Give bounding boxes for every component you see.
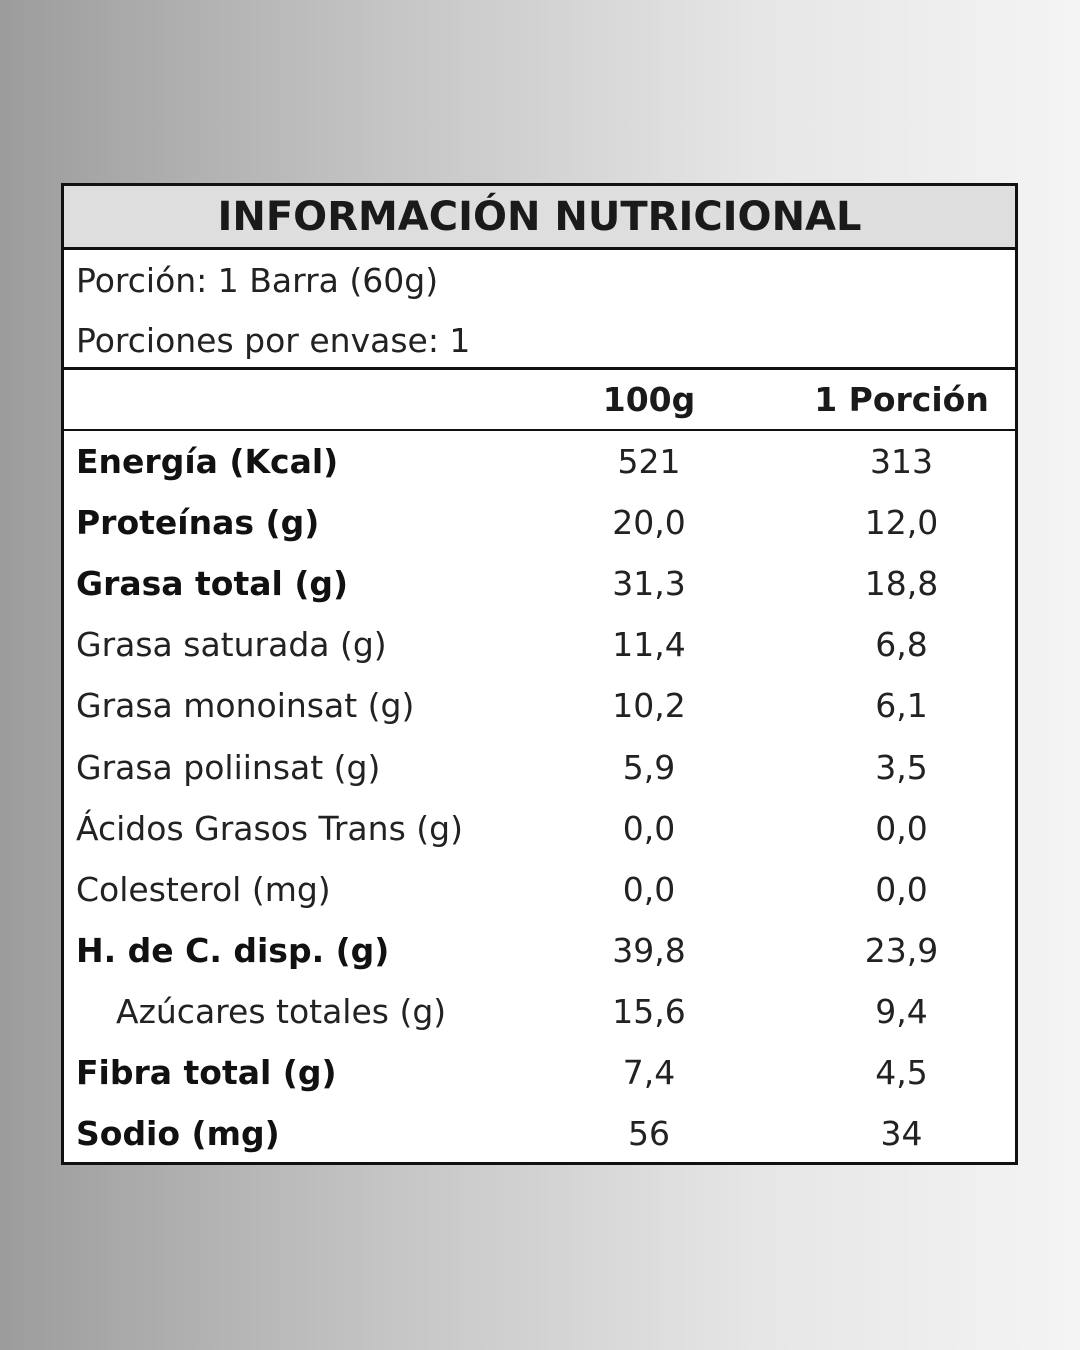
nutrient-row: Grasa monoinsat (g) 10,2 6,1	[64, 675, 1015, 736]
nutrient-row: H. de C. disp. (g) 39,8 23,9	[64, 920, 1015, 981]
nutrient-name: Energía (Kcal)	[76, 442, 339, 482]
nutrient-value-portion: 23,9	[864, 930, 939, 970]
nutrient-row: Proteínas (g) 20,0 12,0	[64, 492, 1015, 553]
nutrient-name: Sodio (mg)	[76, 1114, 280, 1154]
nutrient-row: Fibra total (g) 7,4 4,5	[64, 1042, 1015, 1103]
nutrient-value-100g: 5,9	[622, 747, 676, 787]
nutrient-value-portion: 4,5	[875, 1052, 928, 1092]
nutrient-value-portion: 18,8	[864, 564, 939, 604]
nutrient-row: Grasa saturada (g) 11,4 6,8	[64, 614, 1015, 675]
nutrient-row: Sodio (mg) 56 34	[64, 1103, 1015, 1164]
nutrient-value-portion: 12,0	[864, 503, 939, 543]
nutrient-name: Grasa total (g)	[76, 564, 349, 604]
nutrient-value-100g: 0,0	[622, 808, 676, 848]
nutrient-name: Azúcares totales (g)	[116, 991, 447, 1031]
nutrient-name: Proteínas (g)	[76, 503, 320, 543]
nutrient-name: Ácidos Grasos Trans (g)	[76, 808, 463, 848]
nutrient-value-portion: 313	[870, 442, 933, 482]
nutrient-value-portion: 3,5	[875, 747, 928, 787]
nutrient-value-100g: 521	[617, 442, 681, 482]
nutrient-row: Colesterol (mg) 0,0 0,0	[64, 859, 1015, 920]
nutrient-value-portion: 6,8	[875, 625, 928, 665]
column-header-portion: 1 Porción	[814, 380, 989, 419]
nutrient-value-portion: 6,1	[875, 686, 928, 726]
column-header-100g: 100g	[602, 380, 696, 419]
nutrient-row: Ácidos Grasos Trans (g) 0,0 0,0	[64, 798, 1015, 859]
nutrient-value-portion: 34	[880, 1114, 923, 1154]
column-header-row: 100g 1 Porción	[64, 370, 1015, 431]
nutrient-value-100g: 56	[628, 1114, 670, 1154]
nutrient-name: Colesterol (mg)	[76, 869, 331, 909]
nutrient-value-portion: 0,0	[875, 808, 928, 848]
portion-size: Porción: 1 Barra (60g)	[76, 261, 439, 300]
nutrient-value-portion: 9,4	[875, 991, 928, 1031]
nutrient-name: H. de C. disp. (g)	[76, 930, 390, 970]
nutrient-value-100g: 10,2	[612, 686, 686, 726]
nutrient-row: Grasa total (g) 31,3 18,8	[64, 553, 1015, 614]
nutrient-value-100g: 31,3	[612, 564, 686, 604]
nutrient-row: Azúcares totales (g) 15,6 9,4	[64, 981, 1015, 1042]
nutrient-row: Grasa poliinsat (g) 5,9 3,5	[64, 736, 1015, 797]
nutrient-name: Fibra total (g)	[76, 1052, 337, 1092]
nutrient-row: Energía (Kcal) 521 313	[64, 431, 1015, 492]
nutrient-value-100g: 20,0	[612, 503, 686, 543]
portions-per-package: Porciones por envase: 1	[76, 321, 471, 360]
nutrient-value-100g: 0,0	[622, 869, 676, 909]
nutrient-name: Grasa poliinsat (g)	[76, 747, 381, 787]
nutrient-value-100g: 15,6	[612, 991, 686, 1031]
nutrient-value-100g: 7,4	[622, 1052, 676, 1092]
nutrient-value-100g: 39,8	[612, 930, 686, 970]
nutrient-name: Grasa saturada (g)	[76, 625, 387, 665]
nutrition-facts-label: INFORMACIÓN NUTRICIONAL Porción: 1 Barra…	[61, 183, 1018, 1165]
nutrient-value-100g: 11,4	[612, 625, 686, 665]
label-title: INFORMACIÓN NUTRICIONAL	[64, 186, 1015, 250]
nutrient-rows: Energía (Kcal) 521 313 Proteínas (g) 20,0 12,…	[64, 431, 1015, 1164]
serving-info: Porción: 1 Barra (60g) Porciones por env…	[64, 250, 1015, 370]
nutrient-name: Grasa monoinsat (g)	[76, 686, 415, 726]
nutrient-value-portion: 0,0	[875, 869, 928, 909]
